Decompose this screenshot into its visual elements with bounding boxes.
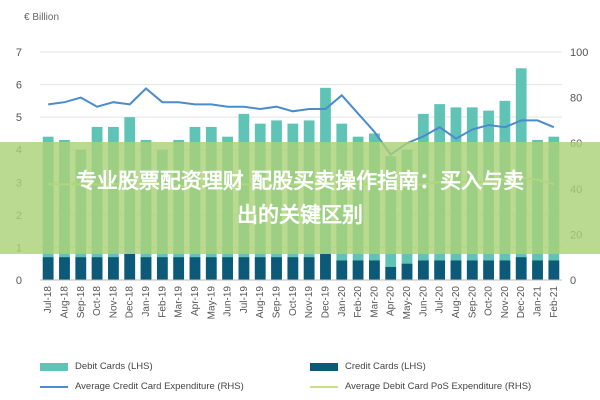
x-tick-label: Nov-20 (500, 286, 511, 319)
credit-bar (189, 257, 201, 280)
legend-credit-cards: Credit Cards (LHS) (310, 361, 426, 372)
credit-bar (59, 257, 70, 280)
credit-bar (450, 260, 462, 280)
x-tick-label: Jan-20 (337, 286, 348, 317)
x-tick-label: Jan-21 (533, 286, 544, 317)
credit-bar (532, 260, 543, 280)
x-tick-label: Aug-20 (451, 286, 462, 319)
y-tick-left: 7 (16, 47, 22, 59)
x-tick-label: Oct-19 (288, 286, 299, 316)
credit-bar (434, 260, 446, 280)
legend-label-credit: Credit Cards (LHS) (345, 361, 426, 372)
legend-debit-cards: Debit Cards (LHS) (40, 361, 153, 372)
y-tick-left: 6 (16, 80, 22, 92)
x-tick-label: Feb-19 (157, 286, 168, 318)
x-tick-label: Dec-19 (320, 286, 331, 319)
credit-bar (140, 257, 152, 280)
x-tick-label: Jan-19 (141, 286, 152, 317)
avg-credit-line (48, 87, 555, 156)
x-tick-label: Feb-21 (549, 286, 560, 318)
legend-label-avg-credit: Average Credit Card Expenditure (RHS) (75, 381, 244, 392)
credit-bar (320, 253, 331, 280)
credit-bar (287, 257, 299, 280)
x-tick-label: Sep-20 (467, 286, 478, 319)
x-tick-label: Jul-19 (239, 286, 250, 314)
credit-bar (124, 253, 136, 280)
legend-swatch-avg-debit (310, 385, 338, 388)
banner-title: 专业股票配资理财 配股买卖操作指南：买入与卖 出的关键区别 (20, 164, 580, 232)
legend-swatch-credit (310, 362, 338, 371)
legend-label-debit: Debit Cards (LHS) (75, 361, 153, 372)
y-tick-right: 100 (570, 47, 588, 59)
x-tick-label: Jul-18 (43, 286, 54, 314)
credit-bar (173, 257, 185, 280)
x-tick-label: Apr-19 (190, 286, 201, 316)
credit-bar (75, 257, 87, 280)
credit-bar (254, 257, 266, 280)
x-tick-label: Oct-18 (92, 286, 103, 316)
credit-bar (385, 266, 397, 280)
x-tick-label: Jul-20 (435, 286, 446, 314)
x-tick-label: May-20 (402, 286, 413, 320)
x-tick-label: Oct-20 (484, 286, 495, 316)
x-tick-label: Apr-20 (386, 286, 397, 316)
x-tick-label: May-19 (206, 286, 217, 320)
x-axis: Jul-18 Aug-18 Sep-18 Oct-18 Nov-18 Dec-18 Jan-… (40, 279, 562, 320)
credit-bar (417, 260, 429, 280)
credit-bar (483, 260, 494, 280)
credit-bar (156, 257, 168, 280)
x-tick-label: Dec-18 (125, 286, 136, 319)
x-tick-label: Dec-20 (516, 286, 527, 319)
credit-bar (352, 260, 364, 280)
x-tick-label: Sep-19 (272, 286, 283, 319)
credit-bar (303, 257, 315, 280)
legend-label-avg-debit: Average Debit Card PoS Expenditure (RHS) (345, 381, 532, 392)
x-tick-label: Nov-18 (108, 286, 119, 319)
credit-bar (466, 260, 478, 280)
x-tick-label: Sep-18 (76, 286, 87, 319)
legend-avg-credit: Average Credit Card Expenditure (RHS) (40, 381, 244, 392)
legend-swatch-debit (40, 362, 68, 371)
x-tick-label: Jun-20 (418, 286, 429, 317)
legend-swatch-avg-credit (40, 385, 68, 388)
credit-bar (499, 260, 511, 280)
credit-bar (401, 263, 413, 280)
x-tick-label: Aug-19 (255, 286, 266, 319)
credit-bar (205, 257, 217, 280)
credit-bar (548, 260, 560, 280)
credit-bar (369, 260, 380, 280)
credit-bar (91, 257, 103, 280)
unit-label: € Billion (24, 12, 59, 23)
credit-bar (222, 257, 233, 280)
banner-line-2: 出的关键区别 (237, 203, 363, 227)
y-tick-right: 80 (570, 93, 582, 105)
x-tick-label: Nov-19 (304, 286, 315, 319)
x-tick-label: Jun-19 (223, 286, 234, 317)
credit-bar (336, 260, 348, 280)
overlay-banner: 专业股票配资理财 配股买卖操作指南：买入与卖 出的关键区别 (0, 142, 600, 254)
x-tick-label: Feb-20 (353, 286, 364, 318)
credit-bar (108, 257, 119, 280)
credit-bar (238, 257, 250, 280)
credit-bar (271, 257, 282, 280)
y-tick-left: 5 (16, 112, 22, 124)
x-tick-label: Mar-19 (174, 286, 185, 318)
x-tick-label: Mar-20 (369, 286, 380, 318)
y-tick-left: 0 (16, 275, 22, 287)
credit-bar (42, 257, 54, 280)
x-tick-label: Aug-18 (59, 286, 70, 319)
legend: Debit Cards (LHS) Credit Cards (LHS) Ave… (40, 355, 580, 399)
legend-avg-debit: Average Debit Card PoS Expenditure (RHS) (310, 381, 531, 392)
y-tick-right: 0 (570, 275, 576, 287)
banner-line-1: 专业股票配资理财 配股买卖操作指南：买入与卖 (75, 169, 525, 193)
credit-bar (515, 257, 527, 280)
